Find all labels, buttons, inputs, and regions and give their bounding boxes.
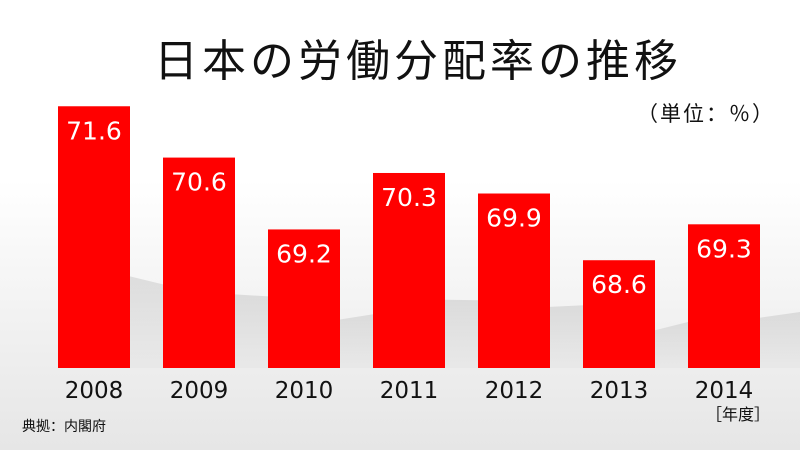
bar-2011	[373, 172, 445, 368]
bar-value-label: 70.3	[381, 183, 437, 212]
x-axis-unit-label: ［年度］	[706, 405, 770, 424]
bar-2013	[583, 260, 655, 368]
bars	[58, 106, 760, 368]
bar-2012	[478, 193, 550, 368]
bar-value-label: 68.6	[591, 270, 647, 299]
x-tick-label: 2012	[485, 378, 544, 404]
bar-shadow	[760, 312, 800, 368]
unit-label: （単位：％）	[637, 102, 775, 126]
bar-value-label: 70.6	[171, 168, 227, 197]
x-tick-label: 2009	[170, 378, 229, 404]
bar-value-label: 69.2	[276, 239, 332, 268]
bar-2014	[688, 224, 760, 368]
bar-value-label: 69.3	[696, 234, 752, 263]
x-axis-tick-labels: 2008 2009 2010 2011 2012 2013 2014	[65, 378, 754, 404]
x-tick-label: 2013	[590, 378, 649, 404]
x-tick-label: 2010	[275, 378, 334, 404]
bar-2008	[58, 106, 130, 368]
bar-value-label: 71.6	[66, 116, 122, 145]
x-tick-label: 2014	[695, 378, 754, 404]
source-note: 典拠：内閣府	[22, 419, 106, 435]
chart-title: 日本の労働分配率の推移	[154, 36, 682, 87]
bar-value-label: 69.9	[486, 204, 542, 233]
bar-2010	[268, 229, 340, 368]
bar-2009	[163, 157, 235, 368]
bar-value-labels: 71.6 70.6 69.2 70.3 69.9 68.6 69.3	[66, 116, 752, 299]
x-tick-label: 2008	[65, 378, 124, 404]
x-tick-label: 2011	[380, 378, 439, 404]
